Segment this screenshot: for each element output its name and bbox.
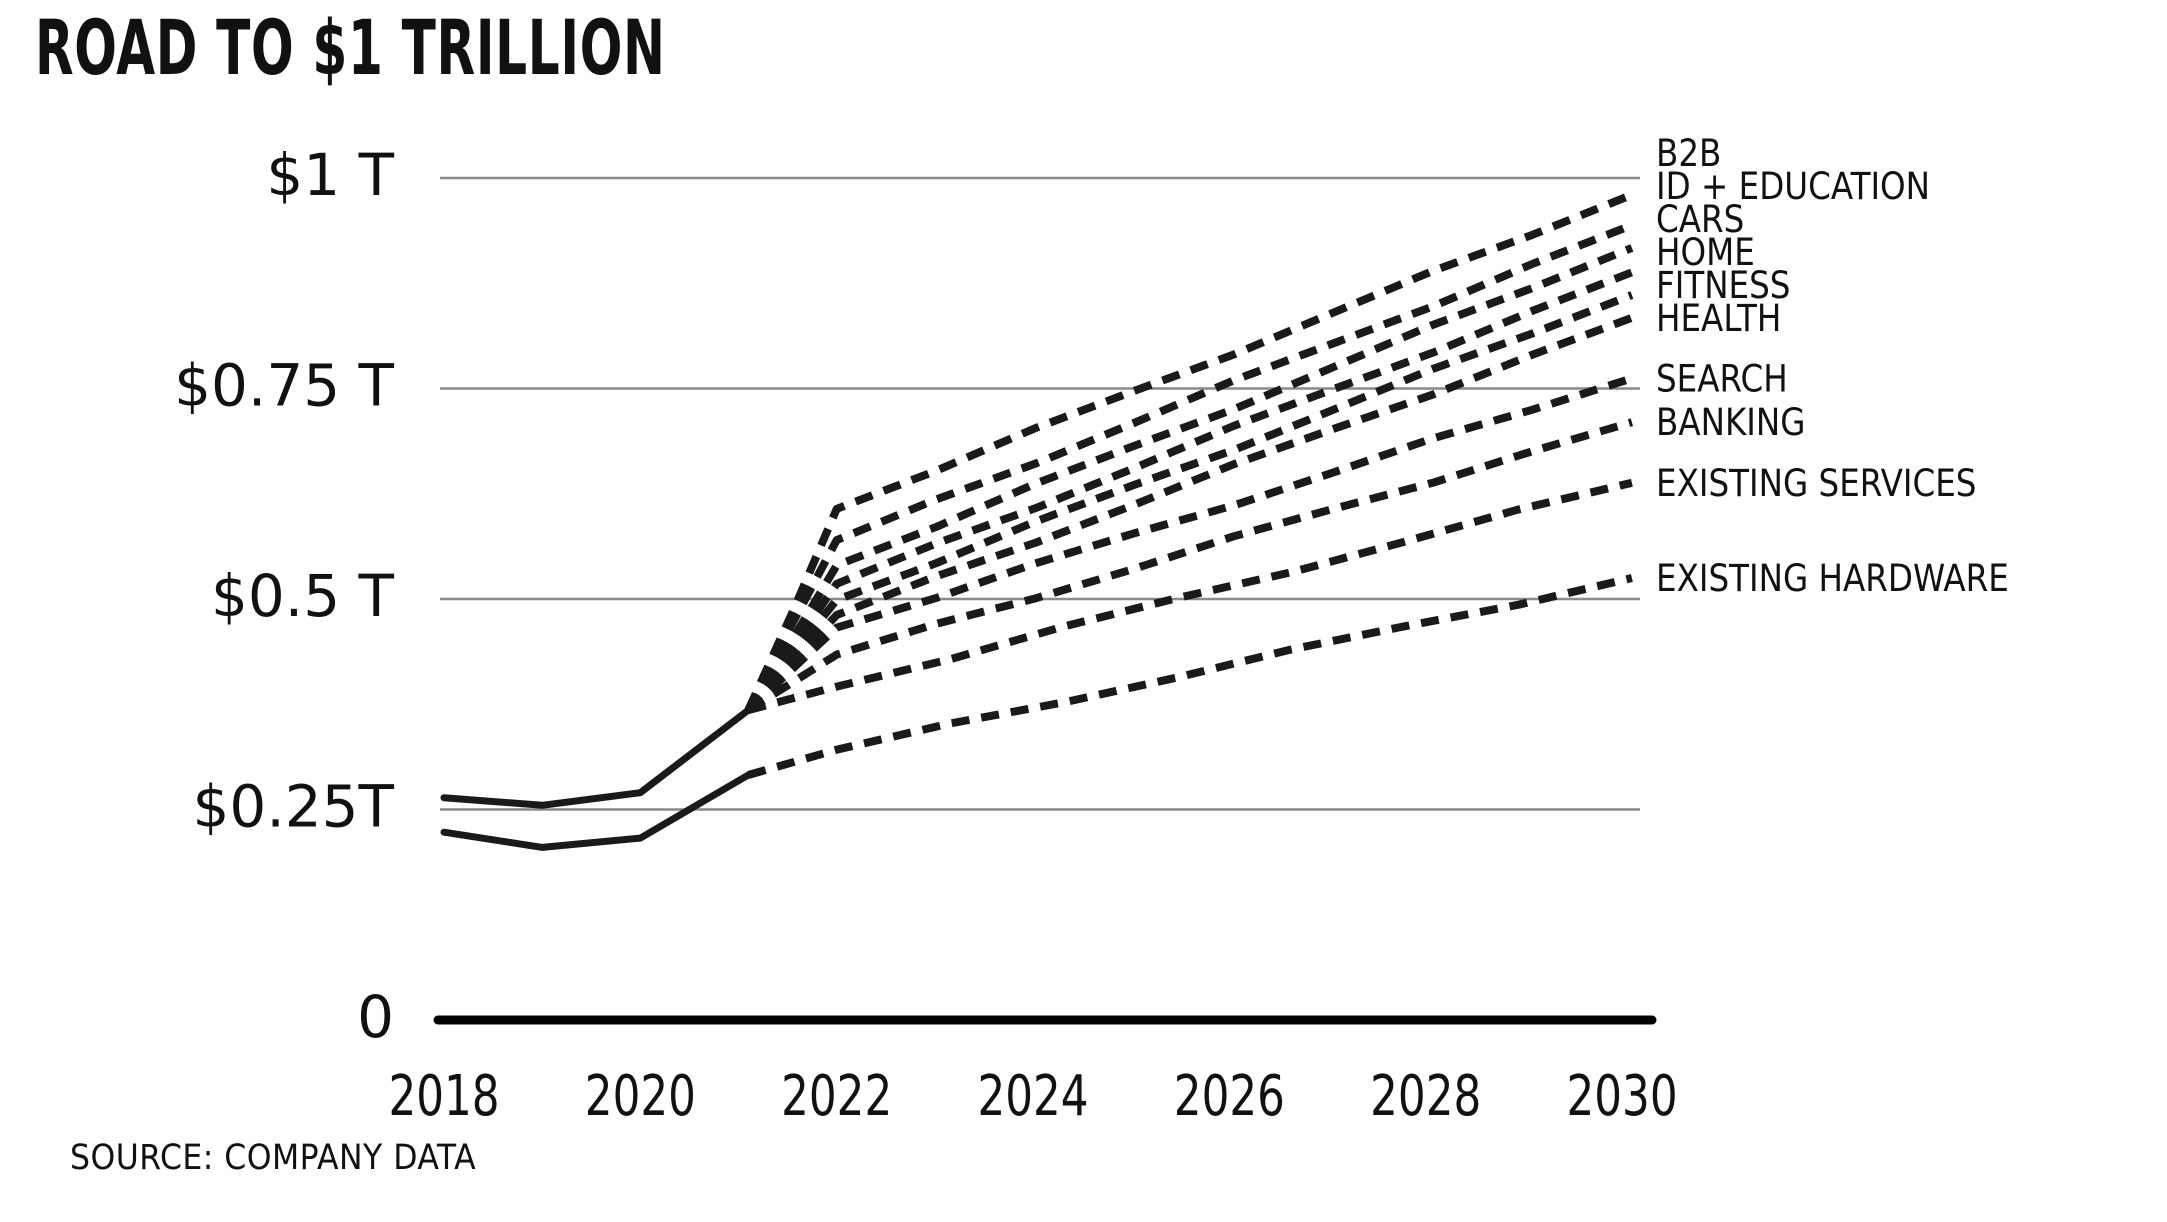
series-label-search: SEARCH [1656,358,1788,400]
x-tick-label-2026: 2026 [1174,1063,1285,1129]
projection-line-home [745,268,1634,713]
source-note: SOURCE: COMPANY DATA [70,1138,477,1178]
history-line-lower-history [440,771,752,851]
x-tick-label-2024: 2024 [977,1063,1088,1129]
series-label-banking: BANKING [1656,402,1805,444]
projection-line-b2b [744,191,1634,712]
projection-line-id-education [744,221,1634,712]
projection-line-existing-services [747,478,1633,714]
projection-line-search [745,374,1634,714]
x-tick-label-2022: 2022 [781,1063,892,1129]
series-label-b2b: B2B [1656,133,1721,175]
series-label-existing-services: EXISTING SERVICES [1656,463,1976,505]
x-tick-label-2018: 2018 [388,1063,499,1129]
projection-line-existing-hardware [747,574,1633,779]
series-label-id-education: ID + EDUCATION [1656,166,1930,208]
y-tick-label-1-t: $1 T [266,141,394,209]
series-label-cars: CARS [1656,199,1744,241]
y-tick-label-0-25t: $0.25T [193,773,395,841]
x-tick-label-2028: 2028 [1370,1063,1481,1129]
x-tick-label-2020: 2020 [585,1063,696,1129]
projection-line-fitness [745,291,1634,713]
projection-line-banking [746,418,1634,714]
series-label-fitness: FITNESS [1656,265,1790,307]
projection-line-health [745,314,1634,713]
chart-title: ROAD TO $1 TRILLION [35,3,666,92]
projection-line-cars [744,244,1634,713]
series-label-existing-hardware: EXISTING HARDWARE [1656,558,2009,600]
history-line-total-history [440,706,752,809]
x-tick-label-2030: 2030 [1566,1063,1677,1129]
y-tick-label-0: 0 [357,983,394,1051]
y-tick-label-0-5-t: $0.5 T [211,562,395,630]
y-tick-label-0-75-t: $0.75 T [174,352,394,420]
series-label-health: HEALTH [1656,298,1781,340]
series-label-home: HOME [1656,232,1755,274]
